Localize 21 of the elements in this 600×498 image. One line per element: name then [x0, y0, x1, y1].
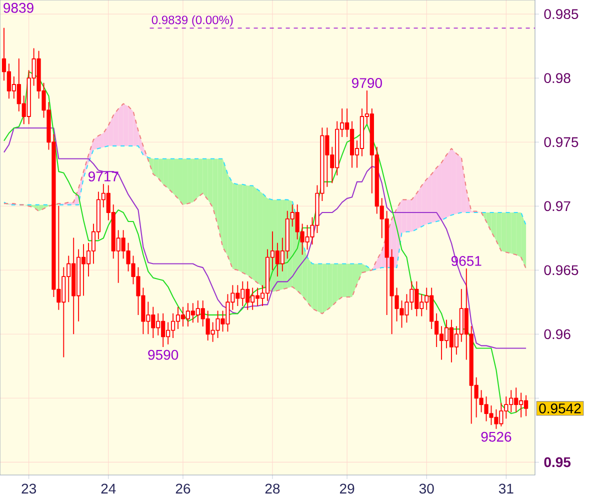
x-tick-label: 28: [265, 484, 280, 494]
annotation: 9790: [352, 78, 382, 88]
y-tick-label: 0.975: [544, 137, 578, 148]
annotation: 9590: [148, 350, 178, 360]
x-tick-label: 29: [340, 484, 354, 494]
ref-line-label: 0.9839 (0.00%): [152, 15, 233, 27]
x-tick-label: 26: [176, 484, 190, 494]
y-tick-label: 0.98: [544, 73, 570, 84]
annotation: 9717: [88, 172, 118, 182]
x-tick-label: 23: [22, 484, 36, 494]
y-tick-label: 0.96: [544, 329, 570, 340]
annotation: 9526: [481, 432, 512, 442]
annotation: 9839: [4, 2, 34, 13]
x-tick-label: 24: [101, 484, 116, 494]
x-tick-label: 30: [419, 484, 434, 494]
y-tick-label: 0.965: [544, 265, 578, 276]
y-tick-label: 0.97: [544, 201, 570, 212]
x-tick-label: 31: [498, 484, 514, 494]
y-tick-label: 0.985: [544, 9, 578, 20]
y-tick-label: 0.95: [544, 457, 571, 468]
text: 0.9542: [539, 403, 581, 414]
